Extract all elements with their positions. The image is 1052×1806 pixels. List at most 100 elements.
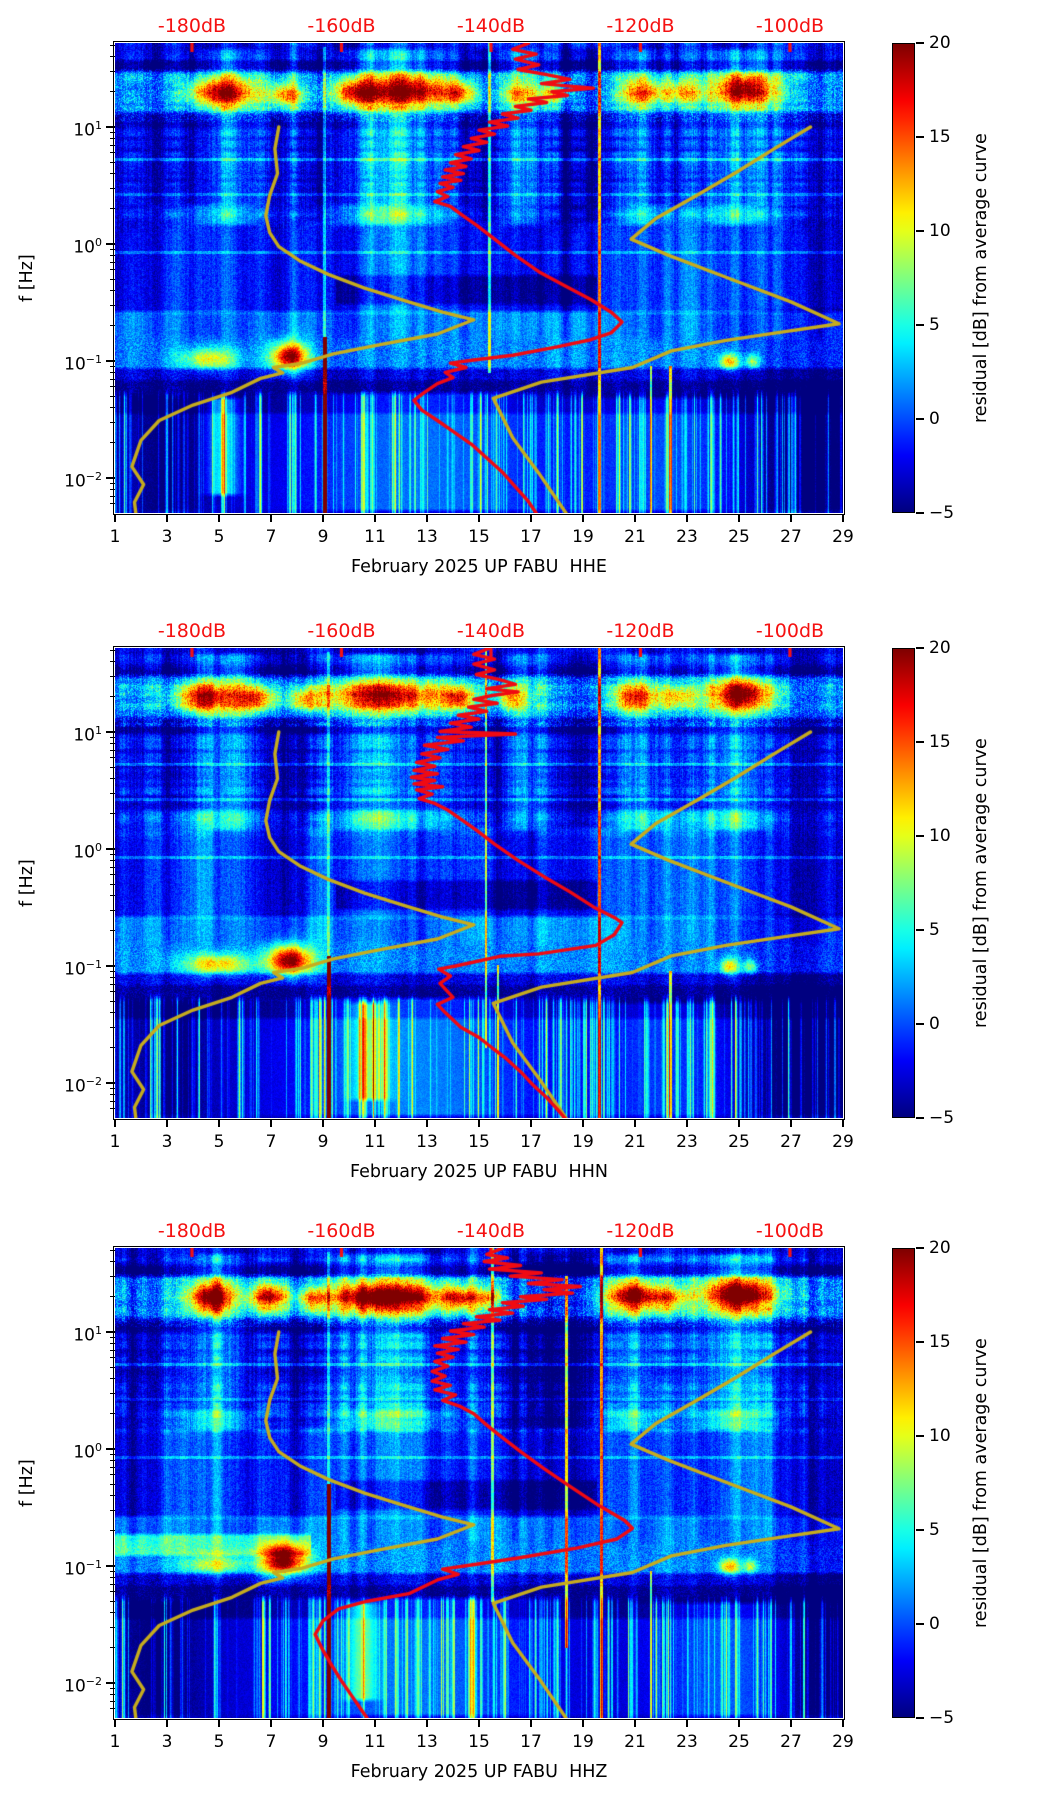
y-tick — [106, 477, 115, 479]
y-minor-tick — [110, 1261, 115, 1263]
x-tick-label: 3 — [161, 1732, 173, 1752]
y-tick — [106, 965, 115, 967]
y-tick-label: 100 — [32, 836, 102, 863]
x-tick-label: 13 — [416, 1732, 438, 1752]
x-tick-label: 21 — [624, 1132, 646, 1152]
y-minor-tick — [110, 173, 115, 175]
x-tick — [166, 1719, 168, 1727]
y-minor-tick — [110, 1392, 115, 1394]
y-minor-tick — [110, 970, 115, 972]
x-tick-label: 3 — [161, 527, 173, 547]
x-tick — [790, 1719, 792, 1727]
x-tick — [166, 1119, 168, 1127]
y-minor-tick — [110, 1093, 115, 1095]
y-minor-tick — [110, 144, 115, 146]
y-minor-tick — [110, 152, 115, 154]
y-minor-tick — [110, 1087, 115, 1089]
x-tick — [374, 1719, 376, 1727]
x-tick — [322, 1719, 324, 1727]
colorbar-tick — [916, 230, 924, 232]
y-minor-tick — [110, 736, 115, 738]
y-tick-base: 10 — [64, 1076, 86, 1097]
y-minor-tick — [110, 187, 115, 189]
y-minor-tick — [110, 1413, 115, 1415]
colorbar-tick — [916, 512, 924, 514]
top-axis-db-label: -140dB — [456, 1220, 526, 1242]
colorbar-label: residual [dB] from average curve — [971, 133, 991, 423]
colorbar-tick — [916, 1023, 924, 1025]
y-minor-tick — [110, 137, 115, 139]
x-tick — [218, 514, 220, 522]
y-minor-tick — [110, 1453, 115, 1455]
y-minor-tick — [110, 1366, 115, 1368]
colorbar-tick — [916, 741, 924, 743]
y-minor-tick — [110, 482, 115, 484]
x-tick — [738, 1719, 740, 1727]
top-axis-db-label: -180dB — [157, 620, 227, 642]
y-tick — [106, 1448, 115, 1450]
top-axis-db-label: -120dB — [606, 15, 675, 37]
y-tick-label: 10−1 — [32, 348, 102, 375]
y-minor-tick — [110, 1336, 115, 1338]
y-minor-tick — [110, 386, 115, 388]
x-tick — [114, 514, 116, 522]
colorbar-tick-label: 0 — [929, 1614, 940, 1634]
colorbar-tick-label: 0 — [929, 1014, 940, 1034]
y-tick-exponent: −1 — [85, 352, 102, 366]
y-minor-tick — [110, 1026, 115, 1028]
x-tick — [478, 1719, 480, 1727]
top-axis-db-label: -120dB — [606, 620, 675, 642]
colorbar-tick-label: 10 — [929, 221, 951, 241]
y-minor-tick — [110, 883, 115, 885]
x-tick-label: 21 — [624, 527, 646, 547]
y-tick-exponent: 0 — [95, 1440, 102, 1454]
top-axis-db-label: -160dB — [307, 1220, 376, 1242]
colorbar-tick-label: 15 — [929, 732, 951, 752]
x-tick-label: 9 — [317, 1732, 329, 1752]
y-minor-tick — [110, 91, 115, 93]
y-tick-exponent: −2 — [85, 469, 102, 483]
colorbar-tick — [916, 418, 924, 420]
x-tick — [530, 1719, 532, 1727]
y-minor-tick — [110, 1626, 115, 1628]
x-tick-label: 25 — [728, 1132, 750, 1152]
y-minor-tick — [110, 1357, 115, 1359]
x-tick-label: 27 — [780, 1132, 802, 1152]
colorbar-tick-label: 5 — [929, 920, 940, 940]
x-tick — [478, 514, 480, 522]
x-tick — [842, 1119, 844, 1127]
x-tick-label: 11 — [364, 1732, 386, 1752]
x-tick — [686, 514, 688, 522]
colorbar-tick — [916, 929, 924, 931]
y-minor-tick — [110, 495, 115, 497]
y-minor-tick — [110, 378, 115, 380]
y-minor-tick — [110, 1108, 115, 1110]
y-minor-tick — [110, 395, 115, 397]
y-minor-tick — [110, 909, 115, 911]
y-minor-tick — [110, 442, 115, 444]
spectrogram-canvas-hhz — [115, 1248, 843, 1718]
y-tick-exponent: −1 — [85, 1557, 102, 1571]
y-minor-tick — [110, 1591, 115, 1593]
x-tick-label: 17 — [520, 1732, 542, 1752]
y-minor-tick — [110, 261, 115, 263]
y-tick — [106, 1082, 115, 1084]
y-tick — [106, 243, 115, 245]
top-axis-db-label: -180dB — [157, 15, 227, 37]
y-minor-tick — [110, 930, 115, 932]
x-tick-label: 5 — [213, 527, 225, 547]
y-tick-exponent: 0 — [95, 235, 102, 249]
x-tick-label: 23 — [676, 1132, 698, 1152]
y-minor-tick — [110, 1466, 115, 1468]
x-tick-label: 25 — [728, 1732, 750, 1752]
top-axis-db-label: -180dB — [157, 1220, 227, 1242]
y-tick-label: 10−2 — [32, 465, 102, 492]
y-minor-tick — [110, 1275, 115, 1277]
y-minor-tick — [110, 254, 115, 256]
y-minor-tick — [110, 1612, 115, 1614]
colorbar-tick — [916, 324, 924, 326]
y-minor-tick — [110, 983, 115, 985]
y-tick-exponent: 1 — [95, 1323, 102, 1337]
colorbar-tick-label: −5 — [929, 503, 955, 523]
x-tick-label: 27 — [780, 1732, 802, 1752]
